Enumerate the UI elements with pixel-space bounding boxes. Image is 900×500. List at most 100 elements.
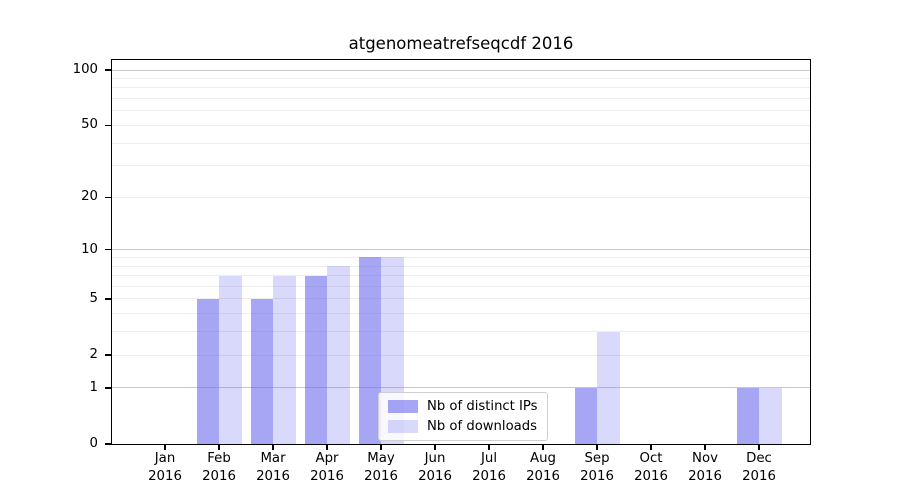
x-tick-year: 2016 (148, 469, 182, 484)
bar-distinct-ips-feb (196, 298, 219, 444)
x-tick-mark (758, 444, 760, 450)
bar-downloads-dec (759, 387, 782, 444)
x-tick-mark (218, 444, 220, 450)
legend-row-distinct-ips: Nb of distinct IPs (388, 398, 538, 415)
x-tick-mark (704, 444, 706, 450)
y-tick-mark (105, 69, 112, 71)
bar-downloads-apr (327, 266, 350, 444)
gridline-minor (112, 110, 810, 112)
x-tick-label-apr: Apr 2016 (282, 450, 372, 486)
gridline-major (112, 249, 810, 251)
x-tick-mark (326, 444, 328, 450)
gridline-minor (112, 265, 810, 267)
y-tick-mark (105, 443, 112, 445)
x-tick-mark (488, 444, 490, 450)
legend-swatch-downloads (388, 420, 418, 433)
x-tick-year: 2016 (634, 469, 668, 484)
x-tick-mark (380, 444, 382, 450)
legend-label-downloads: Nb of downloads (427, 419, 537, 434)
bar-downloads-feb (219, 275, 242, 444)
bar-distinct-ips-apr (304, 275, 327, 444)
x-tick-label-nov: Nov 2016 (660, 450, 750, 486)
y-tick-mark (105, 196, 112, 199)
x-tick-label-mar: Mar 2016 (228, 450, 318, 486)
x-tick-label-feb: Feb 2016 (174, 450, 264, 486)
x-tick-label-sep: Sep 2016 (552, 450, 642, 486)
x-tick-label-oct: Oct 2016 (606, 450, 696, 486)
x-tick-label-jan: Jan 2016 (120, 450, 210, 486)
x-tick-month: Jan (154, 451, 176, 466)
y-tick-label: 2 (89, 346, 98, 362)
bar-distinct-ips-mar (250, 298, 273, 444)
legend-swatch-distinct-ips (388, 400, 418, 413)
x-tick-mark (650, 444, 652, 450)
x-tick-label-jul: Jul 2016 (444, 450, 534, 486)
y-tick-mark (105, 387, 112, 389)
y-tick-label: 0 (89, 436, 98, 451)
gridline-minor (112, 196, 810, 198)
plot-area: Nb of distinct IPs Nb of downloads (111, 59, 811, 445)
y-tick-label: 50 (81, 117, 98, 133)
x-tick-year: 2016 (580, 469, 614, 484)
y-tick-mark (105, 124, 112, 127)
gridline-minor (112, 331, 810, 333)
legend-row-downloads: Nb of downloads (388, 418, 538, 435)
bar-downloads-sep (597, 331, 620, 444)
bar-distinct-ips-dec (736, 387, 759, 444)
legend-label-distinct-ips: Nb of distinct IPs (427, 399, 538, 414)
x-tick-month: May (367, 451, 395, 466)
y-tick-label: 1 (89, 379, 98, 395)
x-tick-mark (542, 444, 544, 450)
x-tick-month: Oct (639, 451, 663, 466)
gridline-major (112, 69, 810, 71)
bar-distinct-ips-sep (574, 387, 597, 444)
y-tick-label: 100 (72, 62, 98, 78)
bar-downloads-mar (273, 275, 296, 444)
x-tick-month: Aug (530, 451, 556, 466)
x-tick-month: Sep (584, 451, 610, 466)
x-tick-label-aug: Aug 2016 (498, 450, 588, 486)
gridline-minor (112, 298, 810, 300)
x-tick-month: Feb (207, 451, 231, 466)
x-tick-month: Jun (424, 451, 446, 466)
gridline-minor (112, 285, 810, 287)
x-tick-year: 2016 (418, 469, 452, 484)
gridline-minor (112, 165, 810, 167)
gridline-minor (112, 98, 810, 100)
gridline-minor (112, 142, 810, 144)
x-tick-mark (434, 444, 436, 450)
gridline-minor (112, 124, 810, 126)
y-tick-mark (105, 354, 112, 356)
y-tick-label: 5 (89, 290, 98, 306)
chart-title: atgenomeatrefseqcdf 2016 (348, 34, 574, 53)
gridline-minor (112, 256, 810, 258)
x-tick-year: 2016 (310, 469, 344, 484)
x-tick-label-dec: Dec 2016 (714, 450, 804, 486)
legend: Nb of distinct IPs Nb of downloads (378, 392, 548, 441)
gridline-minor (112, 354, 810, 356)
gridline-minor (112, 275, 810, 277)
gridline-major (112, 387, 810, 389)
y-tick-label: 10 (81, 241, 98, 257)
y-tick-label: 20 (81, 189, 98, 205)
x-tick-label-jun: Jun 2016 (390, 450, 480, 486)
x-tick-mark (164, 444, 166, 450)
x-tick-label-may: May 2016 (336, 450, 426, 486)
gridline-minor (112, 313, 810, 315)
x-tick-year: 2016 (526, 469, 560, 484)
x-tick-mark (272, 444, 274, 450)
x-tick-mark (596, 444, 598, 450)
x-tick-month: Nov (692, 451, 718, 466)
y-tick-mark (105, 249, 112, 251)
x-tick-year: 2016 (256, 469, 290, 484)
bar-distinct-ips-may (358, 257, 381, 444)
gridline-minor (112, 87, 810, 89)
y-tick-mark (105, 298, 112, 300)
gridline-minor (112, 78, 810, 80)
x-tick-year: 2016 (688, 469, 722, 484)
x-tick-month: Dec (746, 451, 772, 466)
x-tick-year: 2016 (202, 469, 236, 484)
x-tick-year: 2016 (364, 469, 398, 484)
x-tick-year: 2016 (472, 469, 506, 484)
